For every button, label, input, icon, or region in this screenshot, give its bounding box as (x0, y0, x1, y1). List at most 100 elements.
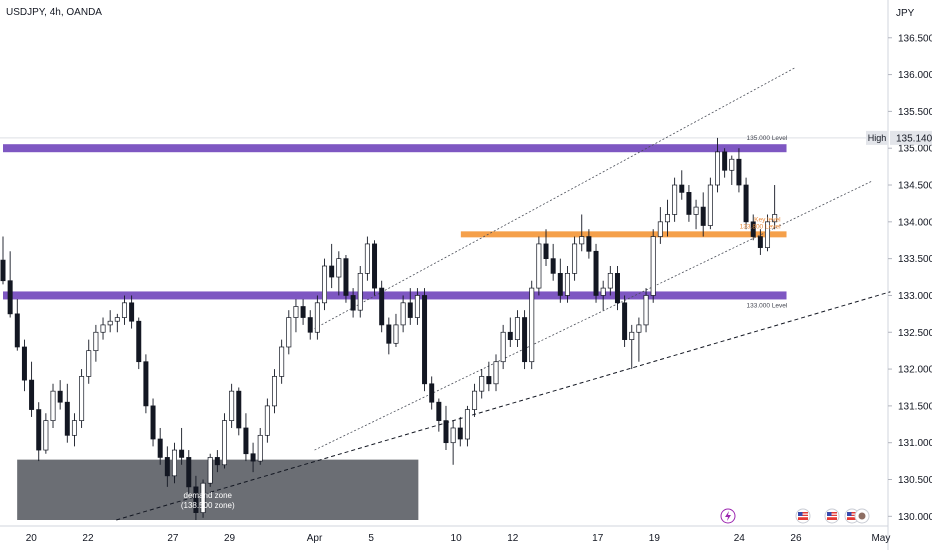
key-level-band[interactable] (460, 231, 787, 238)
candle[interactable] (36, 402, 42, 462)
candle[interactable] (564, 266, 570, 303)
level-band[interactable] (3, 291, 787, 300)
candle[interactable] (715, 137, 720, 193)
candle[interactable] (79, 369, 85, 428)
candle[interactable] (171, 442, 177, 484)
candle[interactable] (450, 420, 456, 465)
candle[interactable] (472, 383, 478, 417)
candle[interactable] (200, 479, 206, 518)
us-flag-icon[interactable] (795, 508, 811, 524)
candle[interactable] (686, 185, 692, 222)
candle[interactable] (765, 214, 771, 252)
candle[interactable] (650, 229, 656, 303)
price-axis[interactable]: JPY 136.500 136.000 135.500 135.000 134.500 13… (866, 0, 932, 550)
candle[interactable] (314, 295, 320, 340)
candle[interactable] (486, 361, 492, 392)
candle[interactable] (429, 376, 435, 410)
candle[interactable] (543, 229, 549, 266)
candle[interactable] (286, 310, 292, 355)
candle[interactable] (350, 288, 356, 318)
candle[interactable] (407, 288, 413, 325)
bolt-icon[interactable] (720, 508, 736, 524)
candle[interactable] (529, 280, 535, 370)
time-axis[interactable]: 20 22 27 29 Apr 5 10 12 17 19 24 26 May (0, 525, 890, 544)
candle[interactable] (264, 398, 270, 443)
candle[interactable] (557, 258, 563, 303)
candle[interactable] (71, 413, 77, 447)
high-badge[interactable] (866, 130, 888, 145)
candle[interactable] (614, 266, 620, 311)
candle[interactable] (629, 324, 635, 370)
candle[interactable] (43, 413, 49, 454)
candle[interactable] (600, 280, 606, 311)
candle[interactable] (343, 254, 349, 303)
event-icon[interactable] (854, 508, 870, 524)
level-band[interactable] (3, 144, 787, 153)
candle[interactable] (357, 266, 363, 318)
us-flag-icon[interactable] (824, 508, 840, 524)
candle[interactable] (643, 288, 649, 333)
candle[interactable] (657, 207, 663, 244)
candle[interactable] (586, 229, 592, 259)
candle[interactable] (672, 177, 678, 222)
candle[interactable] (107, 310, 113, 333)
candle[interactable] (21, 339, 27, 392)
candle[interactable] (493, 354, 499, 392)
candle[interactable] (464, 405, 470, 447)
candle[interactable] (322, 258, 328, 311)
candle[interactable] (579, 214, 585, 252)
candle[interactable] (207, 453, 213, 487)
candle[interactable] (622, 295, 628, 347)
candle[interactable] (29, 361, 35, 417)
trendline[interactable] (314, 180, 872, 451)
event-icons[interactable] (720, 508, 870, 524)
candle[interactable] (279, 339, 285, 384)
candle[interactable] (179, 427, 185, 465)
candle[interactable] (593, 243, 599, 303)
candle[interactable] (422, 288, 428, 392)
candle[interactable] (0, 236, 6, 285)
candle[interactable] (57, 380, 63, 410)
candle[interactable] (364, 236, 370, 281)
candle[interactable] (750, 214, 756, 241)
candle[interactable] (300, 299, 306, 325)
candle[interactable] (64, 383, 70, 443)
candle[interactable] (572, 236, 578, 281)
candle[interactable] (707, 177, 713, 230)
candle[interactable] (50, 383, 56, 428)
candle[interactable] (500, 324, 506, 370)
candle[interactable] (114, 313, 120, 333)
candle[interactable] (272, 369, 278, 414)
candle[interactable] (736, 148, 742, 193)
candle[interactable] (550, 243, 556, 281)
candle[interactable] (607, 266, 613, 296)
candle[interactable] (636, 317, 642, 362)
candle[interactable] (186, 450, 192, 495)
candle[interactable] (379, 280, 385, 333)
candle[interactable] (400, 295, 406, 333)
candle[interactable] (336, 251, 342, 296)
candle[interactable] (222, 413, 227, 469)
candle[interactable] (150, 398, 156, 447)
candle[interactable] (164, 446, 170, 487)
candle[interactable] (14, 299, 20, 351)
candle[interactable] (693, 199, 699, 230)
candle[interactable] (757, 229, 763, 255)
candle[interactable] (522, 310, 528, 370)
candle[interactable] (679, 170, 685, 200)
candle[interactable] (457, 416, 463, 447)
candle[interactable] (436, 398, 442, 432)
candle[interactable] (329, 243, 335, 289)
candle[interactable] (136, 317, 142, 370)
candle[interactable] (86, 339, 92, 384)
trendline[interactable] (314, 66, 797, 329)
candle[interactable] (257, 427, 263, 465)
candle[interactable] (479, 369, 485, 399)
candle[interactable] (700, 192, 706, 237)
candle[interactable] (293, 299, 299, 333)
candle[interactable] (307, 310, 313, 340)
candle[interactable] (414, 288, 420, 325)
candle[interactable] (729, 155, 735, 186)
candle[interactable] (193, 475, 199, 520)
